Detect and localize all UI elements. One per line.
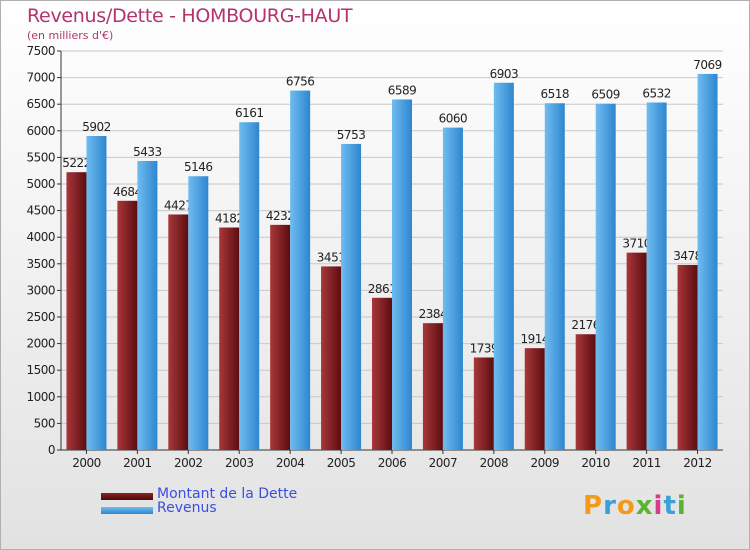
- data-label-revenue: 6589: [388, 83, 417, 97]
- bar-revenue: [493, 82, 514, 450]
- bar-revenue: [544, 103, 565, 450]
- data-label-debt: 3710: [622, 237, 651, 251]
- x-tick-label: 2008: [480, 456, 509, 470]
- data-label-revenue: 6161: [235, 106, 264, 120]
- x-tick-label: 2007: [429, 456, 458, 470]
- data-label-debt: 5222: [62, 156, 91, 170]
- bar-debt: [422, 323, 443, 450]
- y-tick-label: 5000: [26, 177, 55, 191]
- bar-revenue: [86, 136, 107, 450]
- data-label-revenue: 5753: [337, 128, 366, 142]
- x-tick-label: 2000: [72, 456, 101, 470]
- bar-revenue: [595, 103, 616, 451]
- bar-revenue: [137, 160, 158, 450]
- logo-letter: o: [616, 491, 636, 521]
- x-tick-label: 2011: [632, 456, 661, 470]
- bar-revenue: [697, 73, 718, 450]
- bar-debt: [677, 264, 698, 450]
- x-tick-label: 2002: [174, 456, 203, 470]
- bar-debt: [168, 214, 189, 450]
- data-label-debt: 2384: [419, 307, 448, 321]
- bar-debt: [575, 334, 596, 450]
- data-label-debt: 2176: [571, 318, 600, 332]
- y-tick-label: 1500: [26, 363, 55, 377]
- y-tick-label: 0: [48, 443, 55, 457]
- data-label-revenue: 6903: [490, 67, 519, 81]
- bar-debt: [321, 266, 342, 450]
- y-tick-label: 7500: [26, 44, 55, 58]
- logo-letter: i: [676, 491, 687, 521]
- x-tick-label: 2003: [225, 456, 254, 470]
- y-tick-label: 2000: [26, 337, 55, 351]
- x-tick-label: 2001: [123, 456, 152, 470]
- data-label-revenue: 5902: [82, 120, 111, 134]
- x-tick-label: 2005: [327, 456, 356, 470]
- legend-label-revenue: Revenus: [157, 500, 217, 516]
- data-label-debt: 1739: [470, 341, 499, 355]
- bar-revenue: [188, 176, 209, 451]
- data-label-debt: 1914: [520, 332, 549, 346]
- bar-debt: [219, 227, 240, 450]
- bar-revenue: [341, 143, 362, 450]
- x-tick-label: 2012: [683, 456, 712, 470]
- data-label-revenue: 6756: [286, 75, 315, 89]
- data-label-debt: 2861: [368, 282, 397, 296]
- logo-letter: r: [603, 491, 617, 521]
- x-tick-label: 2004: [276, 456, 305, 470]
- data-label-revenue: 5146: [184, 160, 213, 174]
- data-label-debt: 4182: [215, 212, 244, 226]
- bar-revenue: [646, 102, 667, 451]
- proxiti-logo: Proxiti: [583, 491, 687, 521]
- y-tick-label: 6500: [26, 97, 55, 111]
- bar-revenue: [442, 127, 463, 450]
- x-tick-label: 2006: [378, 456, 407, 470]
- bar-debt: [473, 357, 494, 450]
- bar-debt: [626, 252, 647, 450]
- x-tick-label: 2009: [530, 456, 559, 470]
- legend-swatch-debt: [101, 493, 153, 500]
- bar-debt: [117, 200, 138, 450]
- chart-title: Revenus/Dette - HOMBOURG-HAUT: [27, 5, 353, 27]
- logo-letter: x: [635, 491, 654, 521]
- logo-letter: i: [653, 491, 664, 521]
- data-label-revenue: 6509: [591, 88, 620, 102]
- bar-revenue: [290, 90, 311, 450]
- bar-debt: [524, 348, 545, 450]
- data-label-debt: 4232: [266, 209, 295, 223]
- bar-debt: [372, 297, 392, 450]
- data-label-debt: 4684: [113, 185, 142, 199]
- data-label-revenue: 7069: [693, 58, 722, 72]
- y-tick-label: 4500: [26, 204, 55, 218]
- data-label-revenue: 6532: [642, 86, 671, 100]
- y-tick-label: 500: [34, 416, 55, 430]
- legend-label-debt: Montant de la Dette: [157, 486, 298, 502]
- data-label-debt: 3478: [673, 249, 702, 263]
- y-tick-label: 3000: [26, 283, 55, 297]
- bar-revenue: [392, 99, 412, 450]
- chart-subtitle: (en milliers d'€): [27, 29, 114, 42]
- y-tick-label: 4000: [26, 230, 55, 244]
- legend-swatch-revenue: [101, 507, 153, 514]
- y-tick-label: 1000: [26, 390, 55, 404]
- y-tick-label: 5500: [26, 150, 55, 164]
- y-tick-label: 6000: [26, 124, 55, 138]
- data-label-revenue: 5433: [133, 145, 162, 159]
- y-tick-label: 7000: [26, 71, 55, 85]
- bar-revenue: [239, 122, 260, 450]
- y-tick-label: 2500: [26, 310, 55, 324]
- bar-debt: [270, 224, 291, 450]
- data-label-revenue: 6518: [540, 87, 569, 101]
- logo-letter: t: [663, 491, 677, 521]
- data-label-debt: 4427: [164, 198, 193, 212]
- y-tick-label: 3500: [26, 257, 55, 271]
- data-label-revenue: 6060: [439, 112, 468, 126]
- logo-letter: P: [583, 491, 604, 521]
- x-tick-label: 2010: [581, 456, 610, 470]
- data-label-debt: 3451: [317, 250, 346, 264]
- bar-debt: [66, 172, 87, 450]
